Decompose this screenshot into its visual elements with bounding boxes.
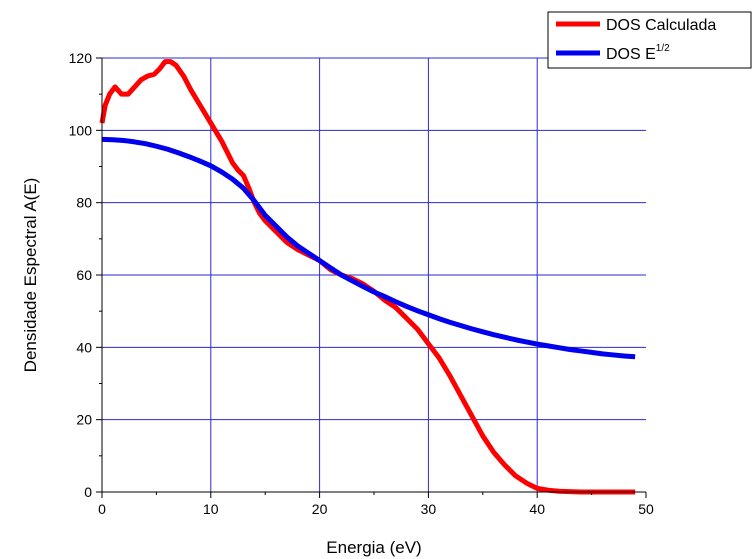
legend-label-dos-e12-sup: 1/2	[656, 43, 670, 54]
axes	[96, 57, 647, 498]
y-tick-label-100: 100	[69, 122, 93, 138]
legend: DOS Calculada DOS E1/2	[547, 11, 752, 69]
y-tick-label-80: 80	[76, 195, 92, 211]
series-line-dos-calculada	[99, 59, 636, 495]
y-tick-label-40: 40	[76, 339, 92, 355]
x-tick-label-40: 40	[529, 501, 545, 517]
y-tick-label-120: 120	[69, 50, 93, 66]
legend-label-dos-calculada: DOS Calculada	[606, 17, 716, 34]
series-layer	[99, 59, 636, 495]
legend-label-dos-e12: DOS E1/2	[606, 43, 670, 63]
grid	[102, 57, 646, 492]
x-tick-label-0: 0	[98, 501, 106, 517]
series-line-dos-e-1-2	[101, 136, 636, 360]
x-tick-label-20: 20	[312, 501, 328, 517]
tick-labels: 0 10 20 30 40 50 0 20 40 60 80 100 120	[69, 50, 654, 517]
legend-box	[547, 11, 752, 69]
y-tick-label-0: 0	[84, 484, 92, 500]
y-tick-label-60: 60	[76, 267, 92, 283]
x-tick-label-10: 10	[203, 501, 219, 517]
y-axis-title: Densidade Espectral A(E)	[21, 178, 40, 373]
x-axis-title: Energia (eV)	[326, 538, 421, 557]
x-tick-label-30: 30	[421, 501, 437, 517]
x-tick-label-50: 50	[638, 501, 654, 517]
legend-label-dos-e12-main: DOS E	[606, 46, 656, 63]
y-tick-label-20: 20	[76, 412, 92, 428]
